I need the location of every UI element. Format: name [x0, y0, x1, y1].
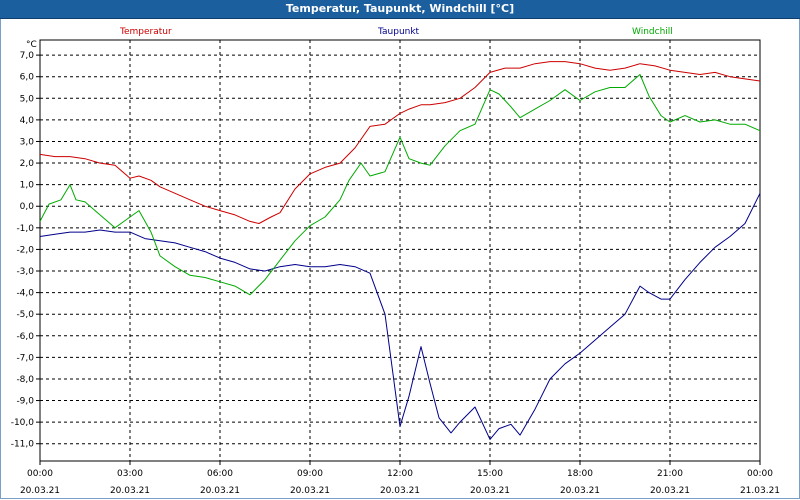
series-line-windchill — [39, 74, 761, 296]
x-tick-date: 20.03.21 — [200, 486, 240, 496]
y-axis-ticks: 7,0 6,0 5,0 4,0 3,0 2,0 1,0 0,0 -1,0 -2,0 -3,0 -4,0… — [11, 51, 40, 450]
series-lines — [39, 61, 761, 440]
legend-temperatur: Temperatur — [119, 27, 172, 37]
y-tick-label: 3,0 — [20, 137, 35, 147]
y-tick-label: -10,0 — [11, 418, 35, 428]
y-tick-label: 0,0 — [20, 202, 35, 212]
x-tick-date: 20.03.21 — [560, 486, 600, 496]
y-tick-label: 7,0 — [20, 51, 35, 61]
y-tick-label: -7,0 — [16, 353, 34, 363]
x-tick-date: 21.03.21 — [740, 486, 780, 496]
x-tick-date: 20.03.21 — [110, 486, 150, 496]
chart-title: Temperatur, Taupunkt, Windchill [°C] — [0, 0, 800, 19]
y-tick-label: -2,0 — [16, 245, 34, 255]
y-tick-label: -1,0 — [16, 224, 34, 234]
x-tick-date: 20.03.21 — [470, 486, 510, 496]
x-tick-time: 06:00 — [207, 469, 233, 479]
x-tick-date: 20.03.21 — [290, 486, 330, 496]
series-line-temperatur — [39, 61, 761, 224]
x-tick-date: 20.03.21 — [380, 486, 420, 496]
x-tick-date: 20.03.21 — [650, 486, 690, 496]
legend-windchill: Windchill — [632, 27, 673, 37]
y-axis-label: °C — [26, 40, 37, 50]
x-tick-time: 00:00 — [27, 469, 53, 479]
y-tick-label: -9,0 — [16, 397, 34, 407]
series-line-taupunkt — [39, 193, 761, 440]
x-tick-time: 03:00 — [117, 469, 143, 479]
y-tick-label: -6,0 — [16, 332, 34, 342]
y-tick-label: -3,0 — [16, 267, 34, 277]
x-tick-time: 21:00 — [657, 469, 683, 479]
y-tick-label: -11,0 — [11, 440, 35, 450]
y-tick-label: -5,0 — [16, 310, 34, 320]
x-tick-time: 12:00 — [387, 469, 413, 479]
x-tick-time: 00:00 — [747, 469, 773, 479]
x-tick-time: 09:00 — [297, 469, 323, 479]
x-axis-ticks: 00:00 20.03.21 03:00 20.03.21 06:00 20.03.21 0… — [20, 461, 780, 496]
y-tick-label: 2,0 — [20, 159, 35, 169]
y-tick-label: 6,0 — [20, 73, 35, 83]
y-tick-label: 5,0 — [20, 94, 35, 104]
y-tick-label: 1,0 — [20, 181, 35, 191]
legend-taupunkt: Taupunkt — [377, 27, 420, 37]
x-tick-date: 20.03.21 — [20, 486, 60, 496]
y-tick-label: -8,0 — [16, 375, 34, 385]
x-tick-time: 15:00 — [477, 469, 503, 479]
y-tick-label: -4,0 — [16, 289, 34, 299]
x-tick-time: 18:00 — [567, 469, 593, 479]
grid — [40, 40, 760, 461]
y-tick-label: 4,0 — [20, 116, 35, 126]
